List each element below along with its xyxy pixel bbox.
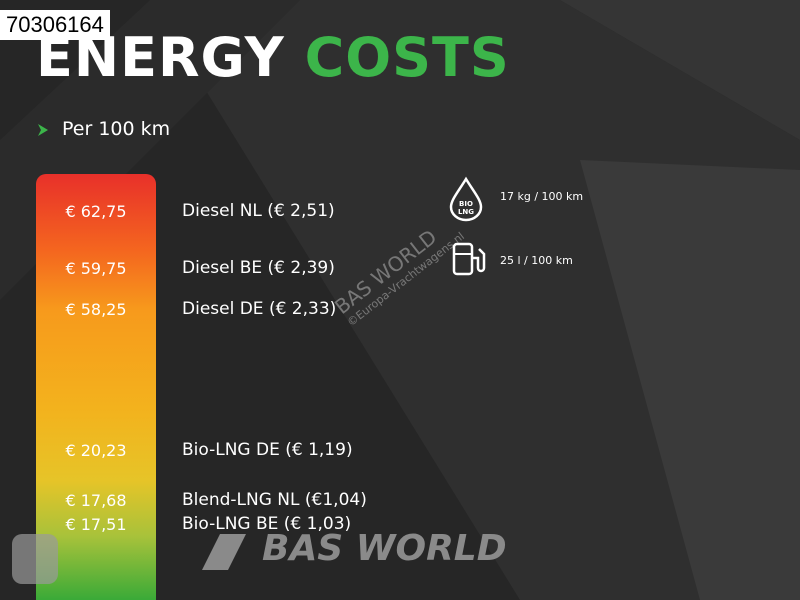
fuel-label: Diesel DE (€ 2,33) bbox=[182, 299, 337, 319]
fuel-label: Bio-LNG BE (€ 1,03) bbox=[182, 514, 352, 534]
id-label: 70306164 bbox=[0, 10, 110, 40]
fuel-label: Blend-LNG NL (€1,04) bbox=[182, 490, 367, 510]
lng-icon: BIO LNG bbox=[449, 176, 483, 222]
fuel-label: Diesel NL (€ 2,51) bbox=[182, 201, 335, 221]
subtitle: Per 100 km bbox=[62, 118, 171, 140]
price: € 59,75 bbox=[65, 259, 127, 278]
consumption-text: 17 kg / 100 km bbox=[500, 190, 584, 203]
price: € 58,25 bbox=[65, 300, 127, 319]
fuel-label: Diesel BE (€ 2,39) bbox=[182, 258, 335, 278]
title-part: COSTS bbox=[304, 26, 510, 89]
arrow-icon bbox=[38, 124, 48, 136]
logo: BAS WORLD bbox=[262, 528, 507, 569]
logo-mark bbox=[202, 534, 246, 570]
price: € 17,68 bbox=[65, 491, 127, 510]
icon-text: LNG bbox=[458, 208, 474, 216]
fuel-label: Bio-LNG DE (€ 1,19) bbox=[182, 440, 353, 460]
price: € 20,23 bbox=[65, 441, 127, 460]
title-part: ENERGY bbox=[36, 26, 285, 89]
price: € 17,51 bbox=[65, 515, 127, 534]
title: ENERGY COSTS bbox=[36, 26, 510, 89]
consumption-text: 25 l / 100 km bbox=[500, 254, 573, 267]
fuel-icon bbox=[452, 242, 486, 276]
price: € 62,75 bbox=[65, 202, 127, 221]
icon-text: BIO bbox=[459, 200, 473, 208]
gradient-bar bbox=[36, 174, 156, 600]
corner-icon bbox=[12, 534, 58, 584]
